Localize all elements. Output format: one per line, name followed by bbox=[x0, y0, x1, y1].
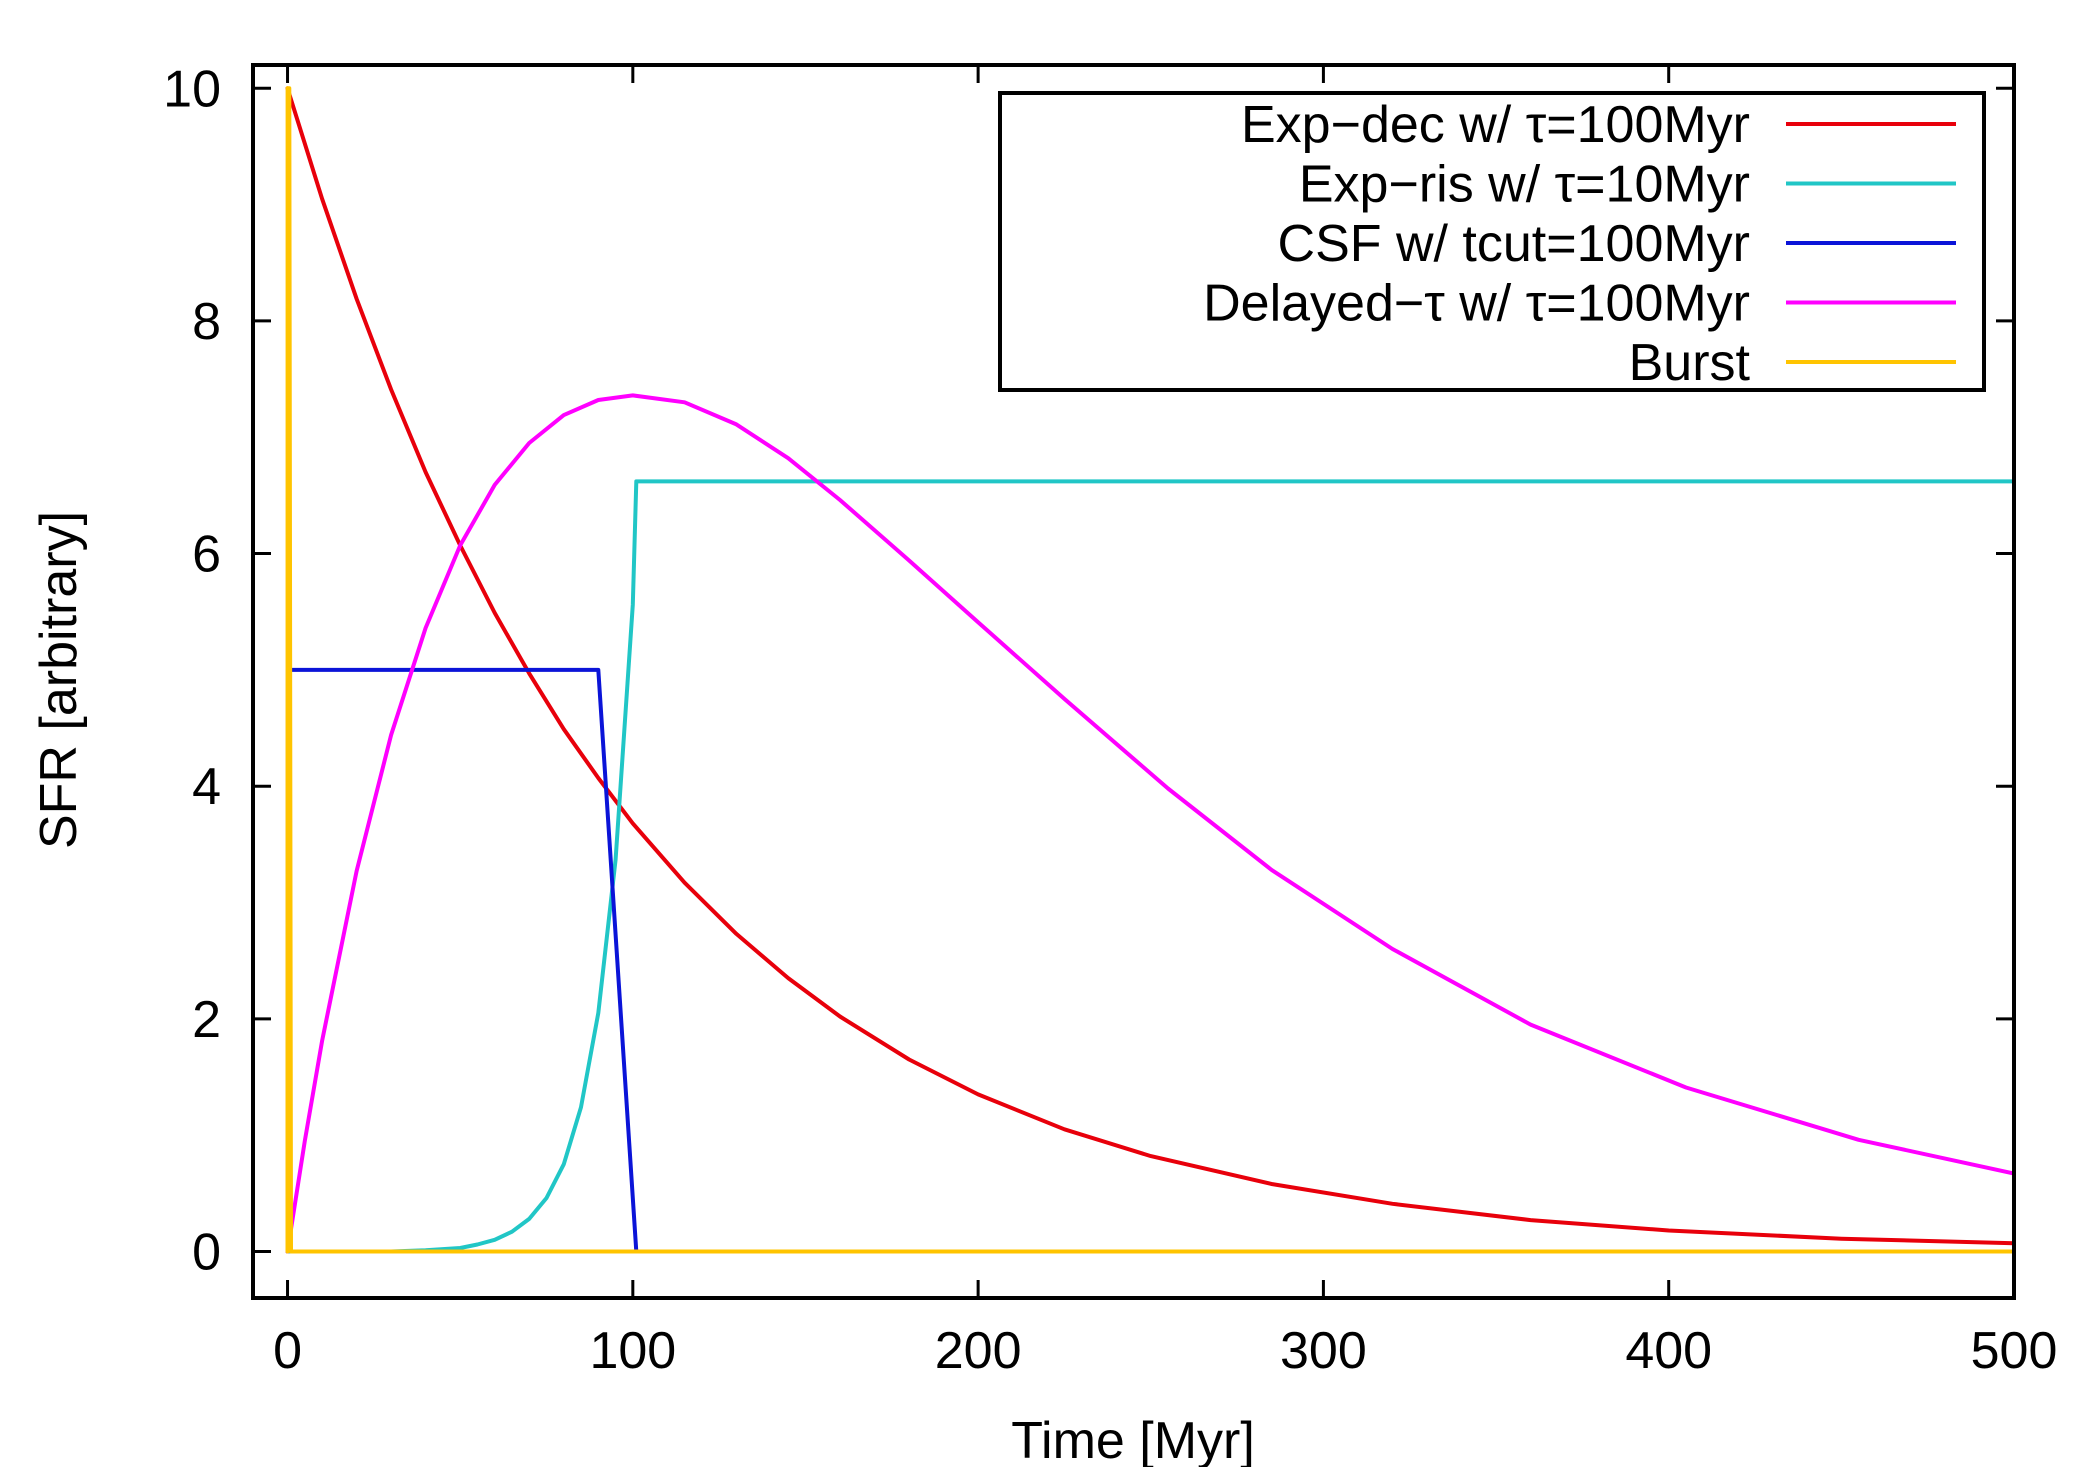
y-tick-label: 4 bbox=[192, 758, 221, 816]
legend-label-4: Delayed−τ w/ τ=100Myr bbox=[1203, 275, 1750, 333]
x-tick-label: 200 bbox=[935, 1322, 1022, 1380]
x-tick-label: 0 bbox=[273, 1322, 302, 1380]
series-line-1 bbox=[285, 86, 2014, 1246]
x-tick-label: 300 bbox=[1280, 1322, 1367, 1380]
series-line-2 bbox=[285, 479, 2014, 1254]
x-axis-title: Time [Myr] bbox=[1011, 1412, 1255, 1467]
legend-label-1: Exp−dec w/ τ=100Myr bbox=[1241, 96, 1750, 154]
x-tick-label: 400 bbox=[1625, 1322, 1712, 1380]
y-tick-label: 8 bbox=[192, 293, 221, 351]
series-lines bbox=[285, 86, 2014, 1254]
y-tick-label: 0 bbox=[192, 1223, 221, 1281]
series-line-4 bbox=[285, 393, 2014, 1254]
y-tick-label: 2 bbox=[192, 991, 221, 1049]
y-tick-label: 6 bbox=[192, 526, 221, 584]
tick-labels: 0 100 200 300 400 500 0 2 4 6 8 10 bbox=[163, 60, 2057, 1380]
x-tick-label: 100 bbox=[589, 1322, 676, 1380]
y-tick-label: 10 bbox=[163, 60, 221, 118]
x-tick-label: 500 bbox=[1971, 1322, 2058, 1380]
legend-label-5: Burst bbox=[1629, 334, 1751, 392]
legend-label-3: CSF w/ tcut=100Myr bbox=[1278, 215, 1750, 273]
y-axis-title: SFR [arbitrary] bbox=[30, 511, 88, 849]
legend-label-2: Exp−ris w/ τ=10Myr bbox=[1299, 156, 1750, 214]
series-line-5 bbox=[285, 86, 2014, 1254]
plot-frame bbox=[251, 63, 2016, 1300]
